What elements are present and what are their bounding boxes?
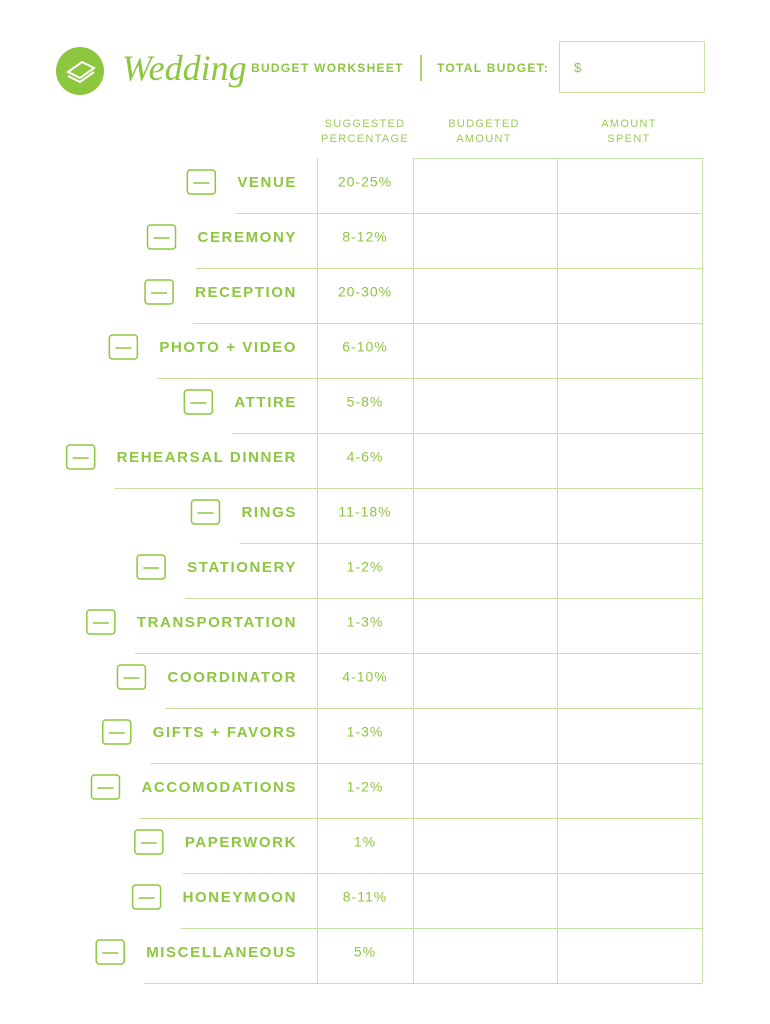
category-label: RECEPTION (195, 284, 297, 301)
category-label: GIFTS + FAVORS (153, 724, 297, 741)
suggested-percentage: 1-3% (347, 724, 384, 740)
category-icon (86, 609, 116, 635)
suggested-percentage: 1-2% (347, 779, 384, 795)
suggested-percentage: 1-3% (347, 614, 384, 630)
suggested-percentage: 1% (354, 834, 376, 850)
category-icon (108, 334, 139, 360)
category-icon (65, 444, 96, 470)
suggested-percentage: 8-11% (343, 889, 387, 905)
column-header: SUGGESTED PERCENTAGE (321, 118, 409, 145)
suggested-percentage: 5% (354, 944, 376, 960)
category-label: TRANSPORTATION (137, 614, 297, 631)
column-header: BUDGETED AMOUNT (448, 118, 520, 145)
category-label: STATIONERY (187, 559, 297, 576)
logo (56, 47, 104, 95)
suggested-percentage: 6-10% (342, 339, 387, 355)
column-header: AMOUNT SPENT (601, 118, 656, 145)
total-value: $ (574, 60, 582, 75)
category-label: HONEYMOON (183, 889, 297, 906)
category-icon (90, 774, 121, 800)
category-label: CEREMONY (198, 229, 297, 246)
category-icon (134, 829, 164, 855)
category-label: MISCELLANEOUS (146, 944, 297, 961)
category-icon (146, 224, 177, 250)
category-icon (190, 499, 221, 525)
category-label: VENUE (237, 174, 297, 191)
suggested-percentage: 4-6% (347, 449, 384, 465)
suggested-percentage: 4-10% (342, 669, 387, 685)
total-label: TOTAL BUDGET: (437, 61, 549, 75)
category-label: COORDINATOR (167, 669, 297, 686)
logo-mark (66, 60, 96, 84)
suggested-percentage: 20-25% (338, 174, 392, 190)
suggested-percentage: 1-2% (347, 559, 384, 575)
subtitle: BUDGET WORKSHEET (251, 61, 404, 75)
category-label: RINGS (241, 504, 297, 521)
suggested-percentage: 20-30% (338, 284, 392, 300)
suggested-percentage: 5-8% (347, 394, 384, 410)
category-icon (136, 554, 166, 580)
category-icon (183, 389, 214, 415)
category-label: ATTIRE (234, 394, 297, 411)
category-icon (144, 279, 174, 305)
category-icon (131, 884, 162, 910)
total-box (559, 41, 705, 93)
category-icon (116, 664, 147, 690)
category-label: PHOTO + VIDEO (159, 339, 297, 356)
category-label: REHEARSAL DINNER (117, 449, 297, 466)
suggested-percentage: 8-12% (342, 229, 387, 245)
category-icon (102, 719, 132, 745)
suggested-percentage: 11-18% (338, 504, 391, 520)
title: Wedding (122, 48, 247, 88)
category-icon (186, 169, 217, 195)
category-icon (95, 939, 125, 965)
category-label: PAPERWORK (185, 834, 297, 851)
category-label: ACCOMODATIONS (141, 779, 297, 796)
